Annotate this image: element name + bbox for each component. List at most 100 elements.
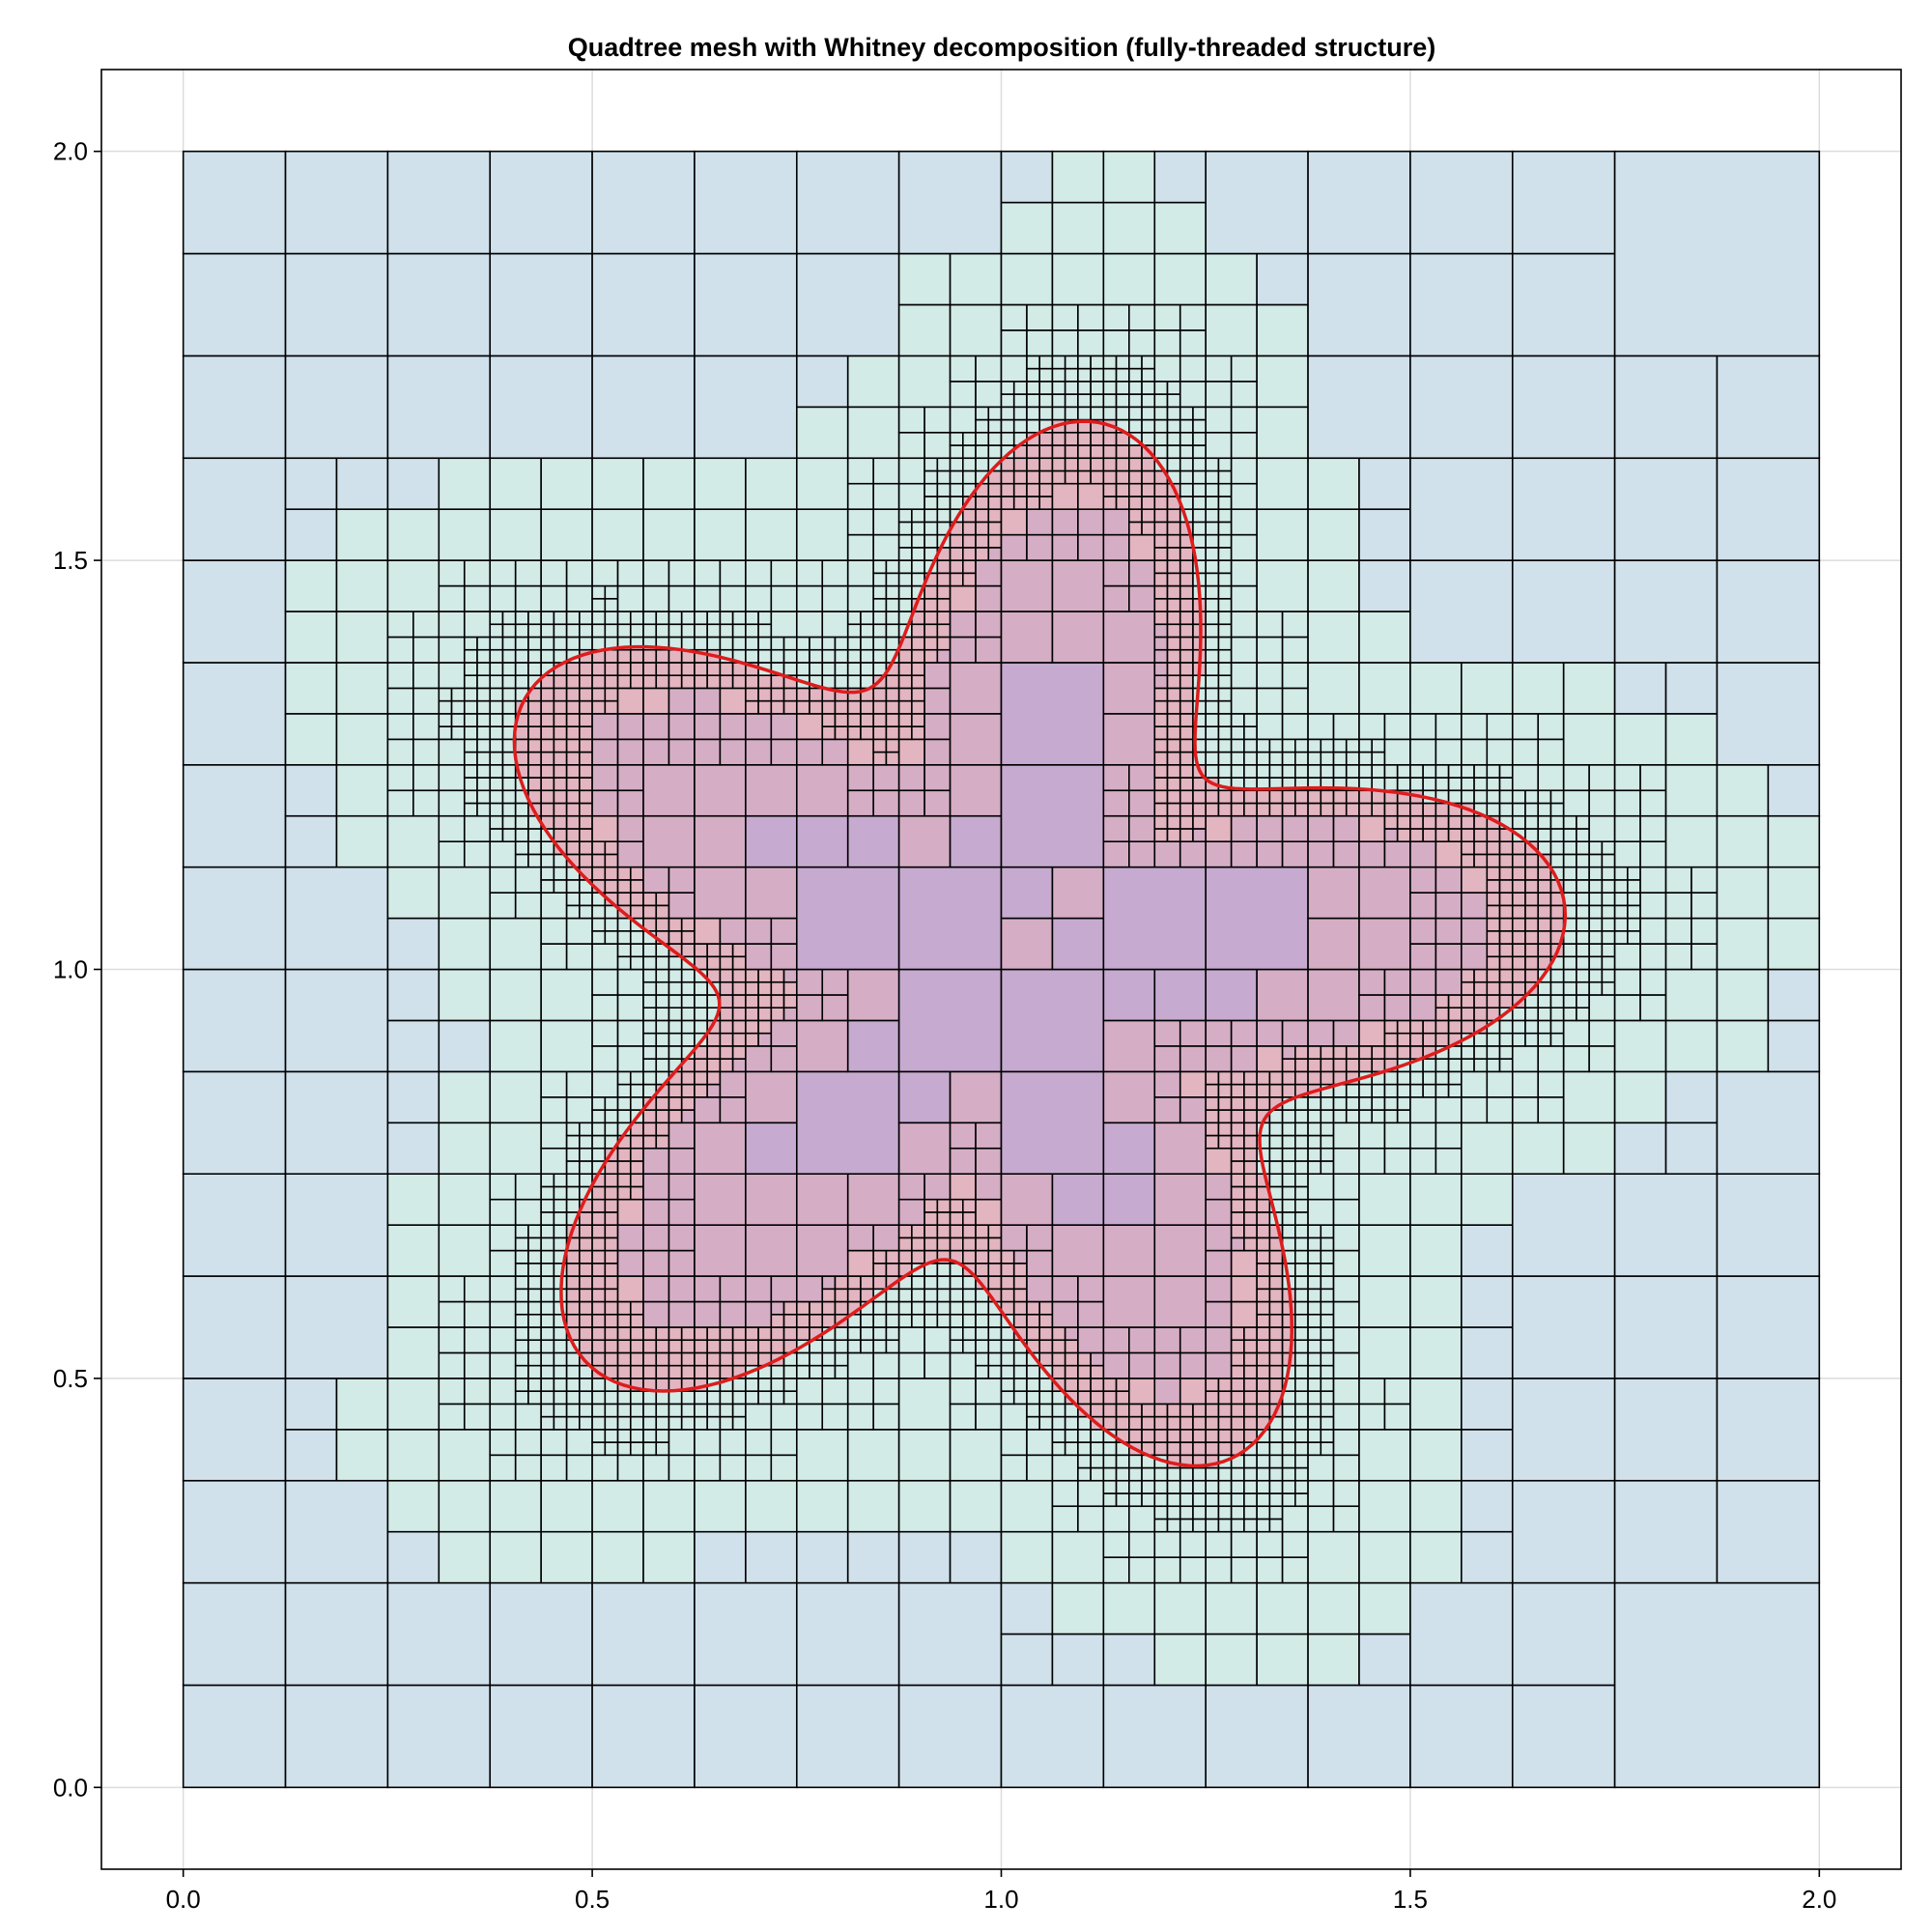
quadtree-cell (987, 1236, 1003, 1252)
quadtree-cell (565, 725, 581, 741)
quadtree-cell (1166, 713, 1181, 727)
quadtree-cell (1486, 828, 1501, 842)
quadtree-cell (885, 1326, 900, 1342)
quadtree-cell (897, 252, 952, 306)
quadtree-cell (604, 1300, 619, 1316)
quadtree-cell (936, 572, 952, 587)
quadtree-cell (284, 1581, 389, 1687)
quadtree-cell (1332, 1275, 1360, 1303)
quadtree-cell (386, 1224, 440, 1277)
quadtree-cell (1383, 1378, 1411, 1406)
quadtree-cell (565, 713, 581, 727)
quadtree-cell (1205, 1224, 1233, 1252)
quadtree-cell (1000, 662, 1105, 766)
quadtree-cell (489, 1403, 517, 1431)
quadtree-cell (1128, 840, 1156, 868)
quadtree-cell (1498, 1045, 1514, 1060)
quadtree-cell (872, 1313, 888, 1328)
quadtree-cell (923, 1198, 939, 1213)
quadtree-cell (1294, 1300, 1309, 1316)
quadtree-cell (846, 533, 874, 561)
quadtree-cell (1307, 1070, 1322, 1086)
quadtree-cell (616, 814, 644, 842)
quadtree-cell (1588, 892, 1604, 907)
quadtree-cell (694, 763, 747, 817)
quadtree-cell (1166, 521, 1181, 536)
quadtree-cell (936, 1236, 952, 1252)
quadtree-cell (719, 636, 734, 651)
quadtree-cell (642, 1019, 658, 1035)
quadtree-cell (1230, 789, 1245, 805)
quadtree-cell (604, 1275, 619, 1291)
quadtree-cell (1230, 751, 1245, 766)
quadtree-cell (1690, 917, 1719, 945)
quadtree-cell (1549, 1007, 1565, 1022)
quadtree-cell (1243, 738, 1258, 753)
quadtree-cell (1153, 611, 1169, 626)
quadtree-cell (719, 584, 747, 612)
quadtree-cell (335, 713, 389, 766)
quadtree-cell (694, 1530, 747, 1584)
quadtree-cell (706, 1415, 722, 1431)
quadtree-cell (1102, 763, 1130, 792)
quadtree-cell (1230, 431, 1258, 460)
quadtree-cell (897, 1313, 913, 1328)
quadtree-cell (770, 968, 785, 983)
quadtree-cell (1613, 904, 1629, 920)
quadtree-cell (1217, 662, 1233, 676)
quadtree-cell (745, 1429, 773, 1457)
quadtree-cell (1767, 1019, 1821, 1073)
quadtree-cell (923, 597, 939, 612)
quadtree-cell (1166, 393, 1181, 409)
quadtree-cell (923, 648, 939, 664)
quadtree-cell (1153, 406, 1169, 421)
quadtree-cell (1153, 1275, 1208, 1328)
quadtree-cell (1435, 892, 1463, 920)
quadtree-cell (949, 1070, 1003, 1124)
quadtree-cell (782, 1007, 798, 1022)
quadtree-cell (1243, 1479, 1258, 1494)
quadtree-cell (1511, 968, 1526, 983)
quadtree-cell (897, 738, 925, 766)
quadtree-cell (694, 1070, 708, 1086)
quadtree-cell (642, 1134, 658, 1150)
quadtree-cell (540, 1263, 555, 1277)
quadtree-cell (770, 1275, 798, 1303)
quadtree-cell (1294, 1134, 1309, 1150)
quadtree-cell (514, 828, 529, 842)
quadtree-cell (1409, 1275, 1463, 1328)
quadtree-cell (757, 636, 773, 651)
quadtree-cell (527, 1249, 542, 1264)
quadtree-cell (846, 355, 900, 409)
quadtree-cell (1243, 751, 1258, 766)
quadtree-cell (1422, 802, 1437, 817)
quadtree-cell (821, 648, 837, 664)
quadtree-cell (923, 1288, 939, 1303)
quadtree-cell (872, 1275, 888, 1291)
quadtree-cell (860, 1339, 874, 1354)
quadtree-cell (1383, 802, 1399, 817)
quadtree-cell (1358, 457, 1411, 510)
quadtree-cell (1281, 802, 1296, 817)
quadtree-cell (1332, 789, 1348, 805)
quadtree-cell (731, 1378, 747, 1392)
quadtree-cell (1473, 1058, 1489, 1073)
quadtree-cell (706, 1070, 722, 1086)
quadtree-cell (501, 777, 517, 792)
quadtree-cell (655, 1058, 670, 1073)
quadtree-cell (731, 1351, 747, 1367)
quadtree-cell (489, 1198, 517, 1226)
quadtree-cell (680, 1415, 696, 1431)
quadtree-cell (1077, 457, 1092, 472)
quadtree-cell (553, 866, 568, 881)
quadtree-cell (1537, 994, 1552, 1009)
quadtree-cell (975, 1249, 990, 1264)
quadtree-cell (1307, 1275, 1322, 1291)
quadtree-cell (809, 687, 824, 702)
quadtree-cell (1128, 1403, 1143, 1418)
quadtree-cell (795, 814, 849, 868)
quadtree-cell (1077, 1505, 1105, 1533)
quadtree-cell (1051, 482, 1079, 510)
quadtree-cell (1537, 763, 1565, 792)
quadtree-cell (1205, 1147, 1233, 1176)
